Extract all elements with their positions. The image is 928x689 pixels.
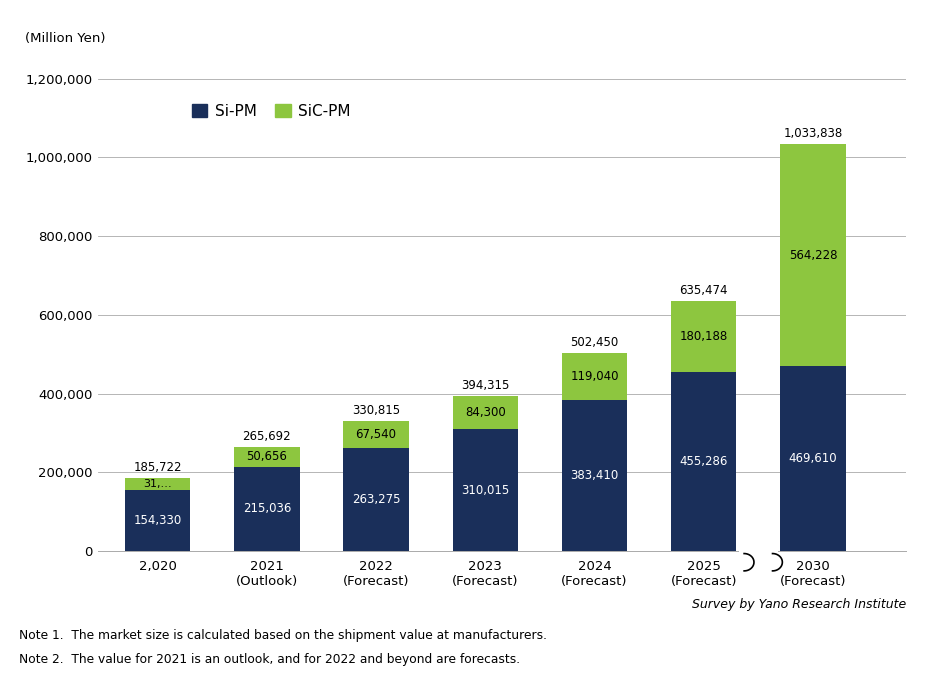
Bar (561, 353, 626, 400)
Bar (780, 144, 844, 367)
Bar (780, 367, 844, 551)
Text: 50,656: 50,656 (246, 450, 287, 463)
Bar (670, 301, 736, 372)
Text: 31,…: 31,… (143, 480, 172, 489)
Text: 119,040: 119,040 (570, 370, 618, 383)
Bar (343, 448, 408, 551)
Text: 180,188: 180,188 (679, 330, 727, 343)
Bar (452, 429, 518, 551)
Bar (738, 548, 777, 555)
Bar (452, 396, 518, 429)
Text: 455,286: 455,286 (678, 455, 728, 468)
Text: 564,228: 564,228 (788, 249, 836, 262)
Text: 310,015: 310,015 (460, 484, 509, 497)
Text: 1,033,838: 1,033,838 (782, 127, 842, 141)
Text: 185,722: 185,722 (134, 461, 182, 474)
Bar (343, 421, 408, 448)
Text: 67,540: 67,540 (355, 428, 396, 441)
Text: 215,036: 215,036 (242, 502, 290, 515)
Text: 635,474: 635,474 (678, 284, 728, 297)
Text: 265,692: 265,692 (242, 430, 290, 442)
Bar (234, 466, 299, 551)
Text: 383,410: 383,410 (570, 469, 618, 482)
Text: (Million Yen): (Million Yen) (25, 32, 105, 45)
Text: 154,330: 154,330 (134, 514, 182, 527)
Legend: Si-PM, SiC-PM: Si-PM, SiC-PM (186, 97, 356, 125)
Text: Survey by Yano Research Institute: Survey by Yano Research Institute (690, 597, 905, 610)
Text: Note 2.  The value for 2021 is an outlook, and for 2022 and beyond are forecasts: Note 2. The value for 2021 is an outlook… (19, 652, 519, 666)
Bar (561, 400, 626, 551)
Text: Note 1.  The market size is calculated based on the shipment value at manufactur: Note 1. The market size is calculated ba… (19, 629, 546, 642)
Text: 394,315: 394,315 (460, 379, 509, 392)
Bar (124, 491, 190, 551)
Bar (124, 478, 190, 491)
Bar (234, 446, 299, 466)
Text: 330,815: 330,815 (352, 404, 400, 417)
Text: 84,300: 84,300 (464, 406, 505, 419)
Text: 502,450: 502,450 (570, 336, 618, 349)
Bar (670, 372, 736, 551)
Text: 469,610: 469,610 (788, 452, 836, 465)
Text: 263,275: 263,275 (352, 493, 400, 506)
